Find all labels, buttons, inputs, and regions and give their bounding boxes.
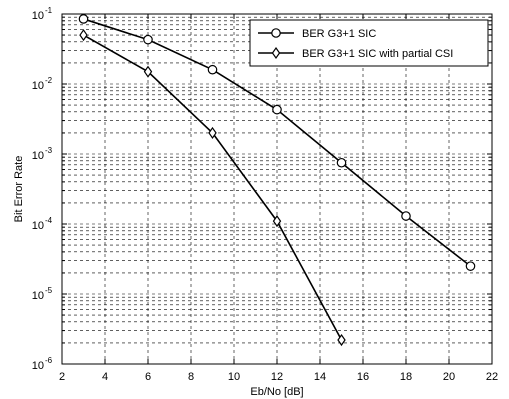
x-tick-label: 8 xyxy=(188,371,194,383)
x-tick-label: 4 xyxy=(102,371,108,383)
legend-box xyxy=(249,19,489,67)
y-axis-label: Bit Error Rate xyxy=(13,156,25,223)
series-2 xyxy=(79,29,346,347)
x-tick-label: 20 xyxy=(443,371,455,383)
y-tick-exponent: -2 xyxy=(45,76,53,85)
data-point-diamond xyxy=(143,65,153,78)
y-tick-label: 10 xyxy=(32,10,44,22)
series-1 xyxy=(78,14,476,271)
data-point-circle xyxy=(336,157,347,168)
y-tick-label: 10 xyxy=(32,290,44,302)
axis-ticks: 2 4 6 8 10 12 14 16 18 20 2210-110-210-310-410-510… xyxy=(32,6,498,383)
x-tick-label: 10 xyxy=(228,371,240,383)
data-point-diamond xyxy=(208,126,217,139)
x-tick-label: 2 xyxy=(59,371,65,383)
data-point-circle xyxy=(401,211,411,221)
y-tick-label: 10 xyxy=(32,220,44,232)
series-layer xyxy=(78,14,476,347)
y-tick-label: 10 xyxy=(32,360,44,372)
y-tick-label: 10 xyxy=(32,80,44,92)
data-point-circle xyxy=(207,64,218,75)
legend-entry-label: BER G3+1 SIC xyxy=(302,28,376,40)
data-point-diamond xyxy=(272,215,282,228)
legend: BER G3+1 SIC BER G3+1 SIC with partial CS… xyxy=(249,19,489,67)
x-tick-label: 22 xyxy=(486,371,498,383)
data-point-diamond xyxy=(337,333,346,347)
data-point-diamond xyxy=(271,46,281,60)
y-tick-exponent: -5 xyxy=(45,286,53,295)
y-tick-exponent: -1 xyxy=(45,6,53,15)
data-point-circle xyxy=(272,104,282,115)
data-point-circle xyxy=(143,34,153,45)
x-tick-label: 16 xyxy=(357,371,369,383)
data-point-circle xyxy=(78,14,89,24)
x-tick-label: 18 xyxy=(400,371,412,383)
y-tick-exponent: -6 xyxy=(45,356,53,365)
y-tick-label: 10 xyxy=(32,150,44,162)
x-tick-label: 6 xyxy=(145,371,151,383)
grid xyxy=(62,14,492,364)
x-tick-label: 14 xyxy=(314,371,326,383)
data-point-circle xyxy=(465,261,476,271)
legend-entry-label: BER G3+1 SIC with partial CSI xyxy=(302,48,453,60)
x-axis-label: Eb/No [dB] xyxy=(250,386,303,398)
x-tick-label: 12 xyxy=(271,371,283,383)
data-point-circle xyxy=(271,28,281,38)
data-point-diamond xyxy=(79,29,88,42)
y-tick-exponent: -3 xyxy=(45,146,53,155)
y-tick-exponent: -4 xyxy=(45,216,53,225)
